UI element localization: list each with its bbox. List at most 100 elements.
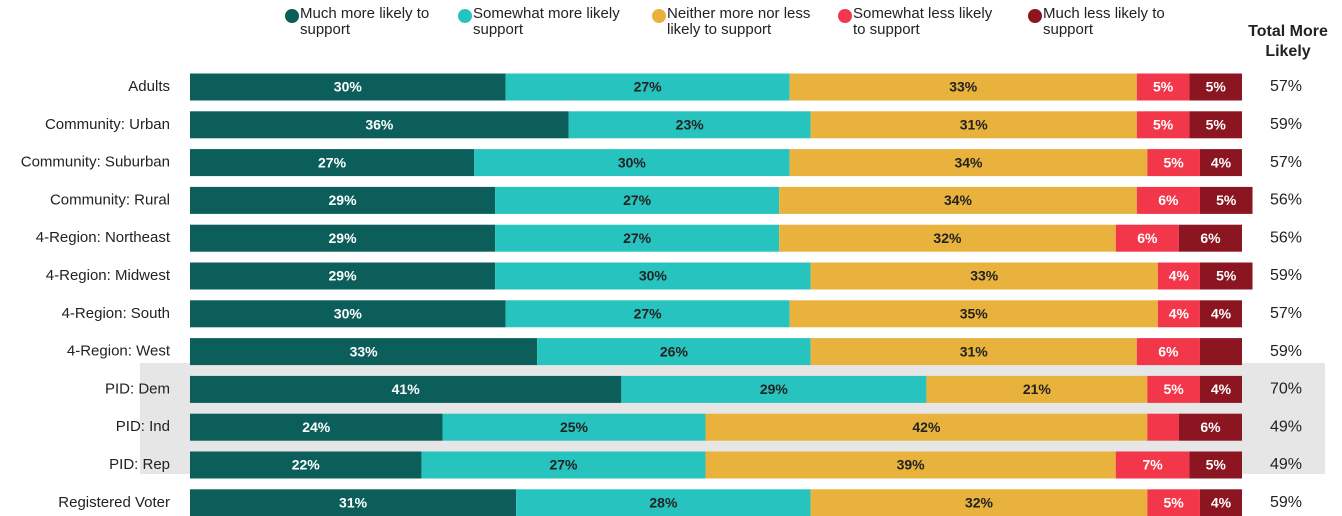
total-label: 56% (1270, 192, 1302, 209)
value-label: 4% (1211, 495, 1232, 511)
total-label: 49% (1270, 456, 1302, 473)
bar-segment (810, 111, 1137, 139)
bar-segment (1199, 262, 1253, 290)
legend-label: Somewhat more likely support (473, 5, 620, 38)
value-label: 34% (944, 192, 973, 208)
bar-segment (537, 338, 811, 366)
value-label: 26% (660, 343, 689, 359)
value-label: 4% (1169, 268, 1190, 284)
category-label: Community: Rural (50, 191, 170, 208)
total-label: 49% (1270, 418, 1302, 435)
bar-segment (810, 262, 1158, 290)
value-label: 24% (302, 419, 331, 435)
bar-segment (779, 186, 1137, 214)
bar-segment (495, 224, 780, 252)
bar-segment (1147, 489, 1200, 516)
value-label: 29% (329, 230, 358, 246)
category-label: 4-Region: Northeast (36, 229, 171, 246)
value-label: 7% (1142, 457, 1163, 473)
category-label: PID: Rep (109, 456, 170, 473)
value-label: 5% (1206, 79, 1227, 95)
value-label: 33% (970, 268, 999, 284)
bar-segment (190, 451, 422, 479)
bar-segment (442, 413, 706, 441)
bar-segment (1199, 186, 1253, 214)
bar-segment (789, 73, 1137, 101)
bar-segment (190, 375, 622, 403)
value-label: 29% (329, 192, 358, 208)
value-label: 31% (339, 495, 368, 511)
bar-segment (1189, 451, 1242, 479)
bar-segment (1147, 149, 1200, 177)
value-label: 4% (1211, 381, 1232, 397)
value-label: 27% (623, 230, 652, 246)
bar-segment (190, 186, 496, 214)
value-label: 31% (960, 117, 989, 133)
total-label: 59% (1270, 267, 1302, 284)
bar-segment (505, 300, 790, 328)
value-label: 30% (334, 306, 363, 322)
total-label: 57% (1270, 305, 1302, 322)
value-label: 5% (1164, 381, 1185, 397)
total-label: 56% (1270, 229, 1302, 246)
bar-segment (1199, 489, 1242, 516)
bar-segment (1178, 224, 1242, 252)
value-label: 28% (649, 495, 678, 511)
bar-segment (190, 262, 496, 290)
value-label: 5% (1206, 117, 1227, 133)
legend-label: Much less likely to support (1043, 5, 1165, 38)
legend-swatch (652, 9, 666, 23)
category-label: 4-Region: South (62, 305, 170, 322)
value-label: 4% (1169, 306, 1190, 322)
legend-label: Much more likely to support (300, 5, 430, 38)
category-label: Community: Urban (45, 116, 170, 133)
value-label: 4% (1211, 306, 1232, 322)
bar-segment (190, 413, 443, 441)
category-label: 4-Region: West (67, 343, 171, 360)
value-label: 35% (960, 306, 989, 322)
bar-segment (810, 338, 1137, 366)
bar-segment (1157, 300, 1200, 328)
bar-segment (495, 262, 811, 290)
value-label: 29% (760, 381, 789, 397)
bar-segment (621, 375, 927, 403)
category-label: Adults (128, 78, 170, 95)
bar-segment (705, 413, 1148, 441)
value-label: 29% (329, 268, 358, 284)
bar-segment (1189, 111, 1242, 139)
bar-segment (1189, 73, 1242, 101)
legend-label: Somewhat less likely to support (853, 5, 993, 38)
bar-segment (505, 73, 790, 101)
value-label: 34% (954, 154, 983, 170)
total-label: 57% (1270, 154, 1302, 171)
value-label: 39% (897, 457, 926, 473)
value-label: 27% (623, 192, 652, 208)
bar-segment (1136, 186, 1200, 214)
bar-segment (190, 300, 506, 328)
value-label: 27% (634, 79, 663, 95)
bar-segment (190, 224, 496, 252)
bar-segment (1157, 262, 1200, 290)
bar-segment (810, 489, 1148, 516)
bar-segment (705, 451, 1116, 479)
value-label: 5% (1206, 457, 1227, 473)
value-label: 6% (1200, 230, 1221, 246)
bar-segment (1136, 338, 1200, 366)
total-title: Total More Likely (1248, 23, 1328, 60)
value-label: 25% (560, 419, 589, 435)
value-label: 31% (960, 343, 989, 359)
bar-segment (1178, 413, 1242, 441)
bar-segment (190, 111, 569, 139)
value-label: 5% (1216, 268, 1237, 284)
total-label: 70% (1270, 381, 1302, 398)
total-label: 59% (1270, 116, 1302, 133)
value-label: 4% (1211, 154, 1232, 170)
legend-swatch (285, 9, 299, 23)
bar-segment (1136, 73, 1190, 101)
bar-segment (190, 338, 538, 366)
bar-segment (1147, 375, 1200, 403)
bar-segment (568, 111, 811, 139)
bar-segment (190, 73, 506, 101)
total-label: 59% (1270, 494, 1302, 511)
